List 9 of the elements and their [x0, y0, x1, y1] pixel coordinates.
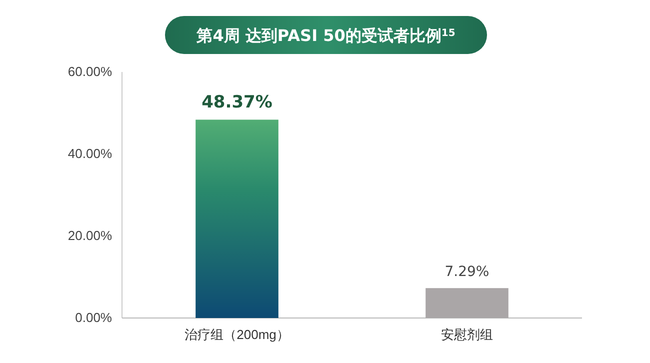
y-tick-label: 60.00% [68, 64, 112, 80]
data-label: 48.37% [202, 92, 272, 113]
data-label: 7.29% [444, 264, 490, 280]
y-tick-label: 0.00% [75, 310, 112, 326]
y-tick-label: 40.00% [68, 146, 112, 162]
chart-title: 第4周 达到PASI 50的受试者比例$^{15}$ [196, 26, 456, 45]
x-tick-label: 安慰剂组 [441, 327, 493, 342]
x-tick-label: 治疗组（200mg） [184, 327, 290, 342]
y-tick-label: 20.00% [68, 228, 112, 244]
